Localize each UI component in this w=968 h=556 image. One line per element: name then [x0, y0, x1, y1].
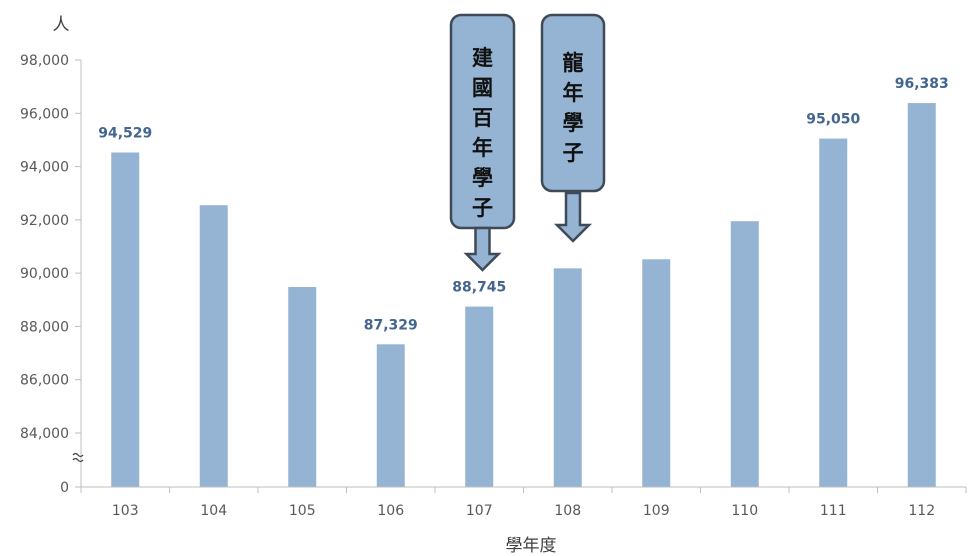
down-arrow-icon: [463, 226, 502, 272]
y-axis: 98,000 96,000 94,000 92,000 90,000 88,000 86,0…: [20, 53, 84, 496]
x-tick-label: 103: [112, 503, 139, 519]
bar-109: [642, 259, 671, 487]
down-arrow-icon: [553, 191, 593, 243]
bar-110: [730, 221, 759, 488]
bar-112: [907, 103, 936, 488]
y-tick-label: 94,000: [20, 160, 69, 176]
axis-break-mark-2: [72, 457, 84, 463]
data-label-106: 87,329: [364, 317, 418, 333]
x-tick-label: 112: [908, 503, 935, 519]
bar-108: [553, 268, 582, 487]
y-tick-label: 92,000: [20, 213, 69, 229]
y-tick-label: 86,000: [20, 373, 69, 389]
callout-108: 龍年學子: [540, 13, 606, 243]
y-tick-label: 96,000: [20, 106, 69, 122]
x-tick-label: 106: [377, 503, 404, 519]
data-label-107: 88,745: [452, 280, 506, 296]
x-tick-label: 104: [200, 503, 227, 519]
y-tick-label: 88,000: [20, 319, 69, 335]
bars: [111, 103, 936, 488]
data-label-112: 96,383: [895, 76, 949, 92]
x-axis: 103 104 105 106 107 108 109 110 111 112: [80, 486, 967, 519]
x-axis-title: 學年度: [506, 536, 557, 556]
bar-104: [199, 205, 228, 488]
y-tick-label: 0: [60, 480, 69, 496]
y-tick-label: 98,000: [20, 53, 69, 69]
x-tick-label: 107: [466, 503, 493, 519]
callout-text: 龍年學子: [563, 50, 584, 165]
bar-106: [376, 344, 405, 487]
callouts: 建國百年學子 龍年學子: [449, 13, 606, 272]
bar-107: [465, 306, 494, 487]
callout-box: [540, 13, 606, 193]
data-labels: 94,529 87,329 88,745 95,050 96,383: [98, 76, 949, 333]
callout-text: 建國百年學子: [472, 45, 493, 220]
x-tick-label: 109: [643, 503, 670, 519]
callout-107: 建國百年學子: [449, 13, 516, 272]
bar-111: [819, 138, 848, 487]
y-tick-label: 84,000: [20, 426, 69, 442]
data-label-111: 95,050: [806, 112, 860, 128]
x-tick-label: 105: [289, 503, 316, 519]
data-label-103: 94,529: [98, 125, 152, 141]
bar-103: [111, 152, 140, 487]
x-tick-label: 111: [820, 503, 847, 519]
y-axis-title: 人: [53, 15, 70, 35]
x-tick-label: 110: [731, 503, 758, 519]
axis-break-mark-1: [72, 452, 84, 458]
bar-105: [288, 286, 317, 487]
y-tick-label: 90,000: [20, 266, 69, 282]
x-tick-label: 108: [554, 503, 581, 519]
